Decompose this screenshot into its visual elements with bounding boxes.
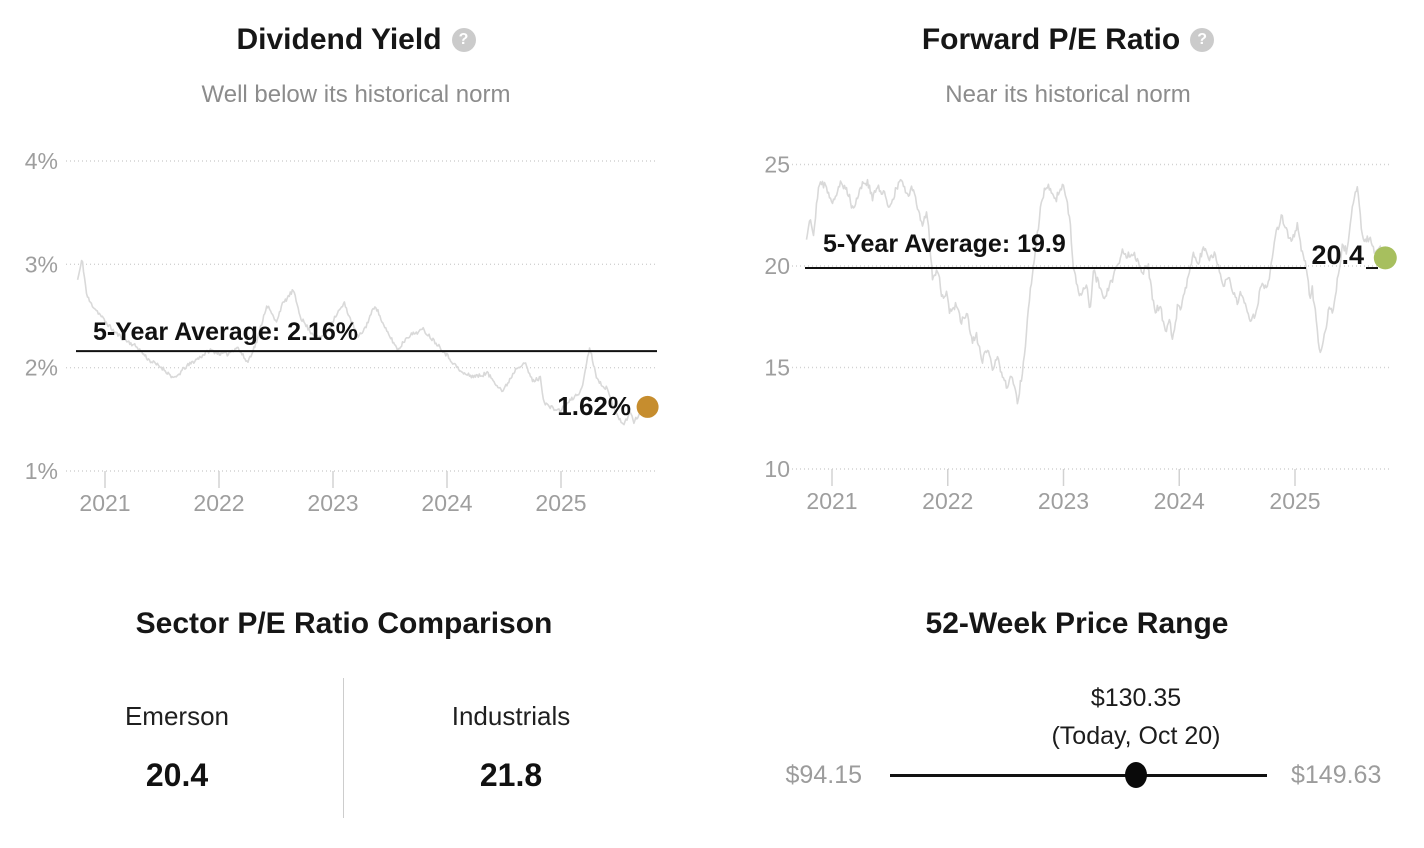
forward-pe-title: Forward P/E Ratio	[921, 23, 1181, 56]
svg-text:1%: 1%	[25, 458, 58, 484]
svg-text:4%: 4%	[25, 148, 58, 174]
column-divider	[343, 678, 344, 818]
svg-text:2024: 2024	[421, 490, 472, 516]
sector-column-value: 20.4	[145, 757, 209, 793]
dividend-yield-chart: 4% 3% 2% 1% 2021 2022 2023 2024 2025	[25, 148, 659, 516]
svg-text:2022: 2022	[193, 490, 244, 516]
sector-column-label: Emerson	[124, 701, 230, 731]
dividend-yield-header: Dividend Yield ?	[0, 22, 712, 58]
pe-current-label: 20.4	[1311, 240, 1364, 270]
price-range-track	[890, 774, 1267, 777]
charts-canvas: 4% 3% 2% 1% 2021 2022 2023 2024 2025 25 20 15 10 202…	[25, 148, 1397, 516]
price-range-knob	[1124, 762, 1147, 788]
svg-text:2021: 2021	[806, 488, 857, 514]
forward-pe-subtitle: Near its historical norm	[945, 81, 1191, 108]
help-icon[interactable]: ?	[1190, 28, 1215, 52]
price-range-title: 52-Week Price Range	[925, 607, 1229, 640]
dividend-yield-subtitle: Well below its historical norm	[201, 81, 511, 108]
svg-text:2%: 2%	[25, 355, 58, 381]
svg-text:2023: 2023	[1038, 488, 1089, 514]
forward-pe-header: Forward P/E Ratio ?	[712, 22, 1424, 58]
price-range-low: $94.15	[785, 761, 862, 789]
svg-text:2023: 2023	[307, 490, 358, 516]
price-range-current-date: (Today, Oct 20)	[1051, 722, 1221, 750]
svg-text:10: 10	[764, 456, 790, 482]
svg-text:2025: 2025	[1269, 488, 1320, 514]
svg-text:15: 15	[764, 355, 790, 381]
dividend-current-label: 1.62%	[557, 391, 631, 421]
svg-text:2021: 2021	[79, 490, 130, 516]
svg-text:2025: 2025	[535, 490, 586, 516]
sector-comparison-title: Sector P/E Ratio Comparison	[135, 607, 553, 640]
svg-text:3%: 3%	[25, 251, 58, 277]
dividend-average-label: 5-Year Average: 2.16%	[93, 318, 358, 346]
price-range-high: $149.63	[1291, 761, 1382, 789]
dividend-yield-title: Dividend Yield	[236, 23, 442, 56]
svg-text:20: 20	[764, 253, 790, 279]
svg-text:2024: 2024	[1154, 488, 1205, 514]
help-icon[interactable]: ?	[451, 28, 476, 52]
svg-text:25: 25	[764, 152, 790, 178]
sector-column-value: 21.8	[479, 757, 543, 793]
forward-pe-chart: 25 20 15 10 2021 2022 2023 2024 2025	[764, 152, 1397, 514]
sector-column-label: Industrials	[451, 701, 571, 731]
pe-average-label: 5-Year Average: 19.9	[823, 230, 1066, 258]
svg-text:2022: 2022	[922, 488, 973, 514]
price-range-current: $130.35	[1090, 684, 1182, 712]
